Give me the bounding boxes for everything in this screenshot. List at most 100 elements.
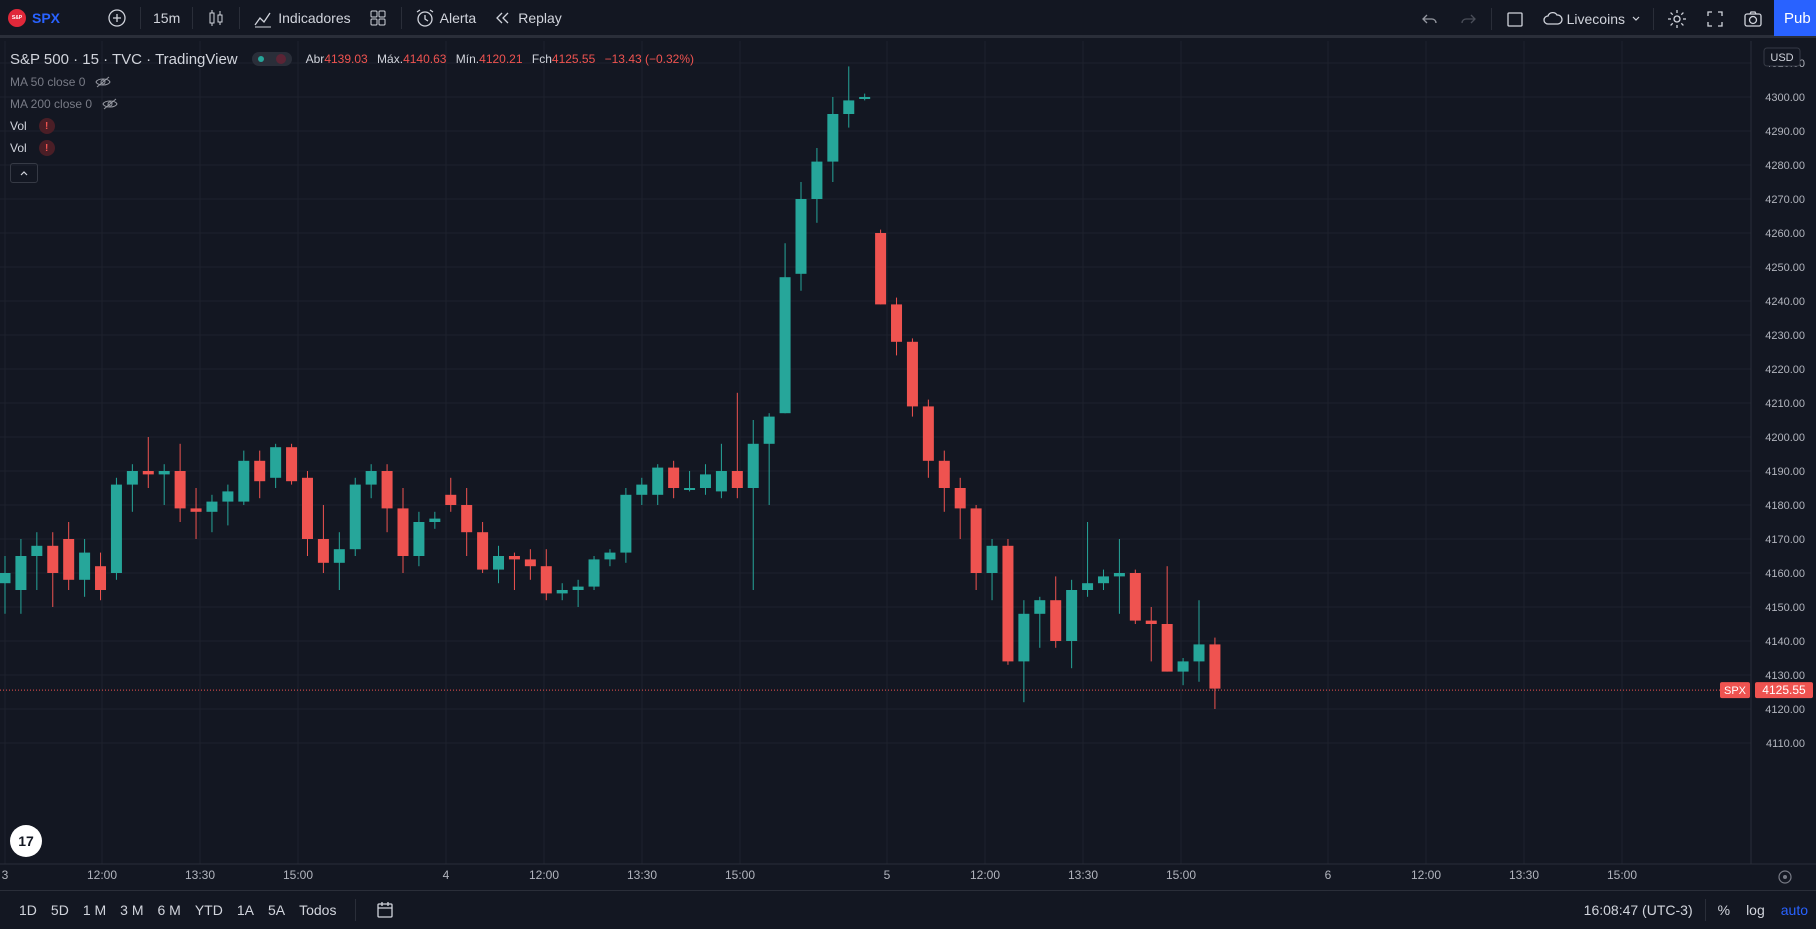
candle [1002,539,1014,665]
candle [699,464,711,495]
candle [79,539,91,597]
candle-body [110,484,122,573]
candle-body [715,471,727,492]
indicator-vol-1[interactable]: Vol ! [10,115,700,137]
candle [620,488,632,563]
eye-hidden-icon[interactable] [95,76,111,88]
change-value: −13.43 (−0.32%) [604,52,695,66]
tradingview-logo-icon[interactable]: 17 [10,825,42,857]
candle [811,148,823,223]
eye-hidden-icon[interactable] [102,98,118,110]
symbol-title[interactable]: S&P 500 · 15 · TVC · TradingView [10,50,238,68]
time-axis[interactable]: 3 12:00 13:30 15:00 4 12:00 13:30 15:00 5 12:00 13… [2,868,1638,882]
candle-body [397,508,409,556]
range-3m[interactable]: 3 M [120,901,144,918]
candle [1177,658,1189,686]
indicators-icon [254,12,272,27]
range-5d[interactable]: 5D [50,901,69,918]
candle [1129,569,1141,624]
bottom-toolbar: 1D 5D 1 M 3 M 6 M YTD 1A 5A Todos 16:08:… [0,890,1816,928]
candle-body [508,556,520,560]
price-tick-label: 4210.00 [1765,398,1805,410]
indicators-button[interactable]: Indicadores [244,0,358,37]
templates-button[interactable] [359,0,397,37]
layout-select-button[interactable] [1496,0,1534,38]
candle-body [763,416,775,444]
candle-body [381,471,393,509]
candle-body [1097,576,1109,584]
candle-body [317,539,329,563]
candle [206,494,218,533]
price-chart[interactable]: 4310.004300.004290.004280.004270.004260.… [0,41,1816,890]
undo-button[interactable] [1411,0,1449,38]
range-1m[interactable]: 1 M [82,901,107,918]
range-all[interactable]: Todos [299,901,337,918]
candle [126,464,138,512]
candle [1161,566,1173,672]
range-1d[interactable]: 1D [19,901,37,918]
time-tick-label: 15:00 [725,868,755,882]
price-tick-label: 4300.00 [1765,92,1805,104]
candle [31,532,43,590]
interval-button[interactable]: 15m [153,9,181,26]
time-tick-label: 13:30 [1509,868,1539,882]
price-tick-label: 4110.00 [1766,738,1805,750]
candle-body [95,566,107,590]
indicator-vol-2[interactable]: Vol ! [10,137,700,159]
chart-area[interactable]: 4310.004300.004290.004280.004270.004260.… [0,41,1816,887]
warning-icon[interactable]: ! [38,140,55,156]
clock[interactable]: 16:08:47 (UTC-3) [1583,902,1693,918]
indicator-ma200[interactable]: MA 200 close 0 [10,93,700,115]
top-toolbar: S&P SPX 15m Indicadores Alerta Replay [0,0,1816,38]
market-status-pill[interactable] [251,52,292,66]
price-tick-label: 4150.00 [1765,602,1805,614]
alert-button[interactable]: Alerta [406,0,485,37]
low-value: 4120.21 [479,52,523,66]
price-tick-label: 4180.00 [1765,500,1805,512]
range-5y[interactable]: 5A [267,901,286,918]
time-tick-label: 12:00 [1411,868,1441,882]
fullscreen-button[interactable] [1696,0,1734,38]
indicator-label: MA 50 close 0 [10,75,86,89]
collapse-legend-button[interactable] [10,163,38,183]
close-label: Fch [531,52,552,66]
warning-icon[interactable]: ! [38,118,55,134]
candle-body [1145,620,1157,624]
range-1y[interactable]: 1A [236,901,254,918]
divider [355,898,357,921]
chart-type-button[interactable] [197,0,235,37]
candle [715,443,727,499]
percent-toggle[interactable]: % [1717,902,1731,918]
candle-body [827,114,839,162]
range-6m[interactable]: 6 M [157,901,181,918]
publish-button[interactable]: Pub [1774,0,1816,36]
layout-name-button[interactable]: Livecoins [1534,0,1649,38]
candle-body [954,488,966,509]
candle [95,552,107,601]
candle-body [620,494,632,553]
auto-toggle[interactable]: auto [1780,902,1808,918]
candle [922,399,934,478]
goto-date-button[interactable] [366,891,404,929]
currency-badge[interactable]: USD [1763,47,1801,67]
candle-body [238,460,250,502]
redo-button[interactable] [1449,0,1487,38]
candle [349,477,361,556]
candle [684,471,696,492]
axis-settings-button[interactable] [1778,870,1792,884]
price-axis[interactable]: 4310.004300.004290.004280.004270.004260.… [1765,58,1805,750]
compare-symbol-button[interactable] [98,0,136,37]
candle [906,338,918,417]
candle-body [445,494,457,505]
candle-body [970,508,982,573]
candle-body [158,471,170,475]
candle-body [333,549,345,563]
replay-button[interactable]: Replay [484,0,570,37]
range-ytd[interactable]: YTD [194,901,223,918]
symbol-search[interactable]: S&P SPX [0,0,68,37]
log-toggle[interactable]: log [1746,902,1765,918]
settings-button[interactable] [1658,0,1696,38]
indicator-ma50[interactable]: MA 50 close 0 [10,71,700,93]
time-tick-label: 13:30 [627,868,657,882]
snapshot-button[interactable] [1734,0,1772,38]
